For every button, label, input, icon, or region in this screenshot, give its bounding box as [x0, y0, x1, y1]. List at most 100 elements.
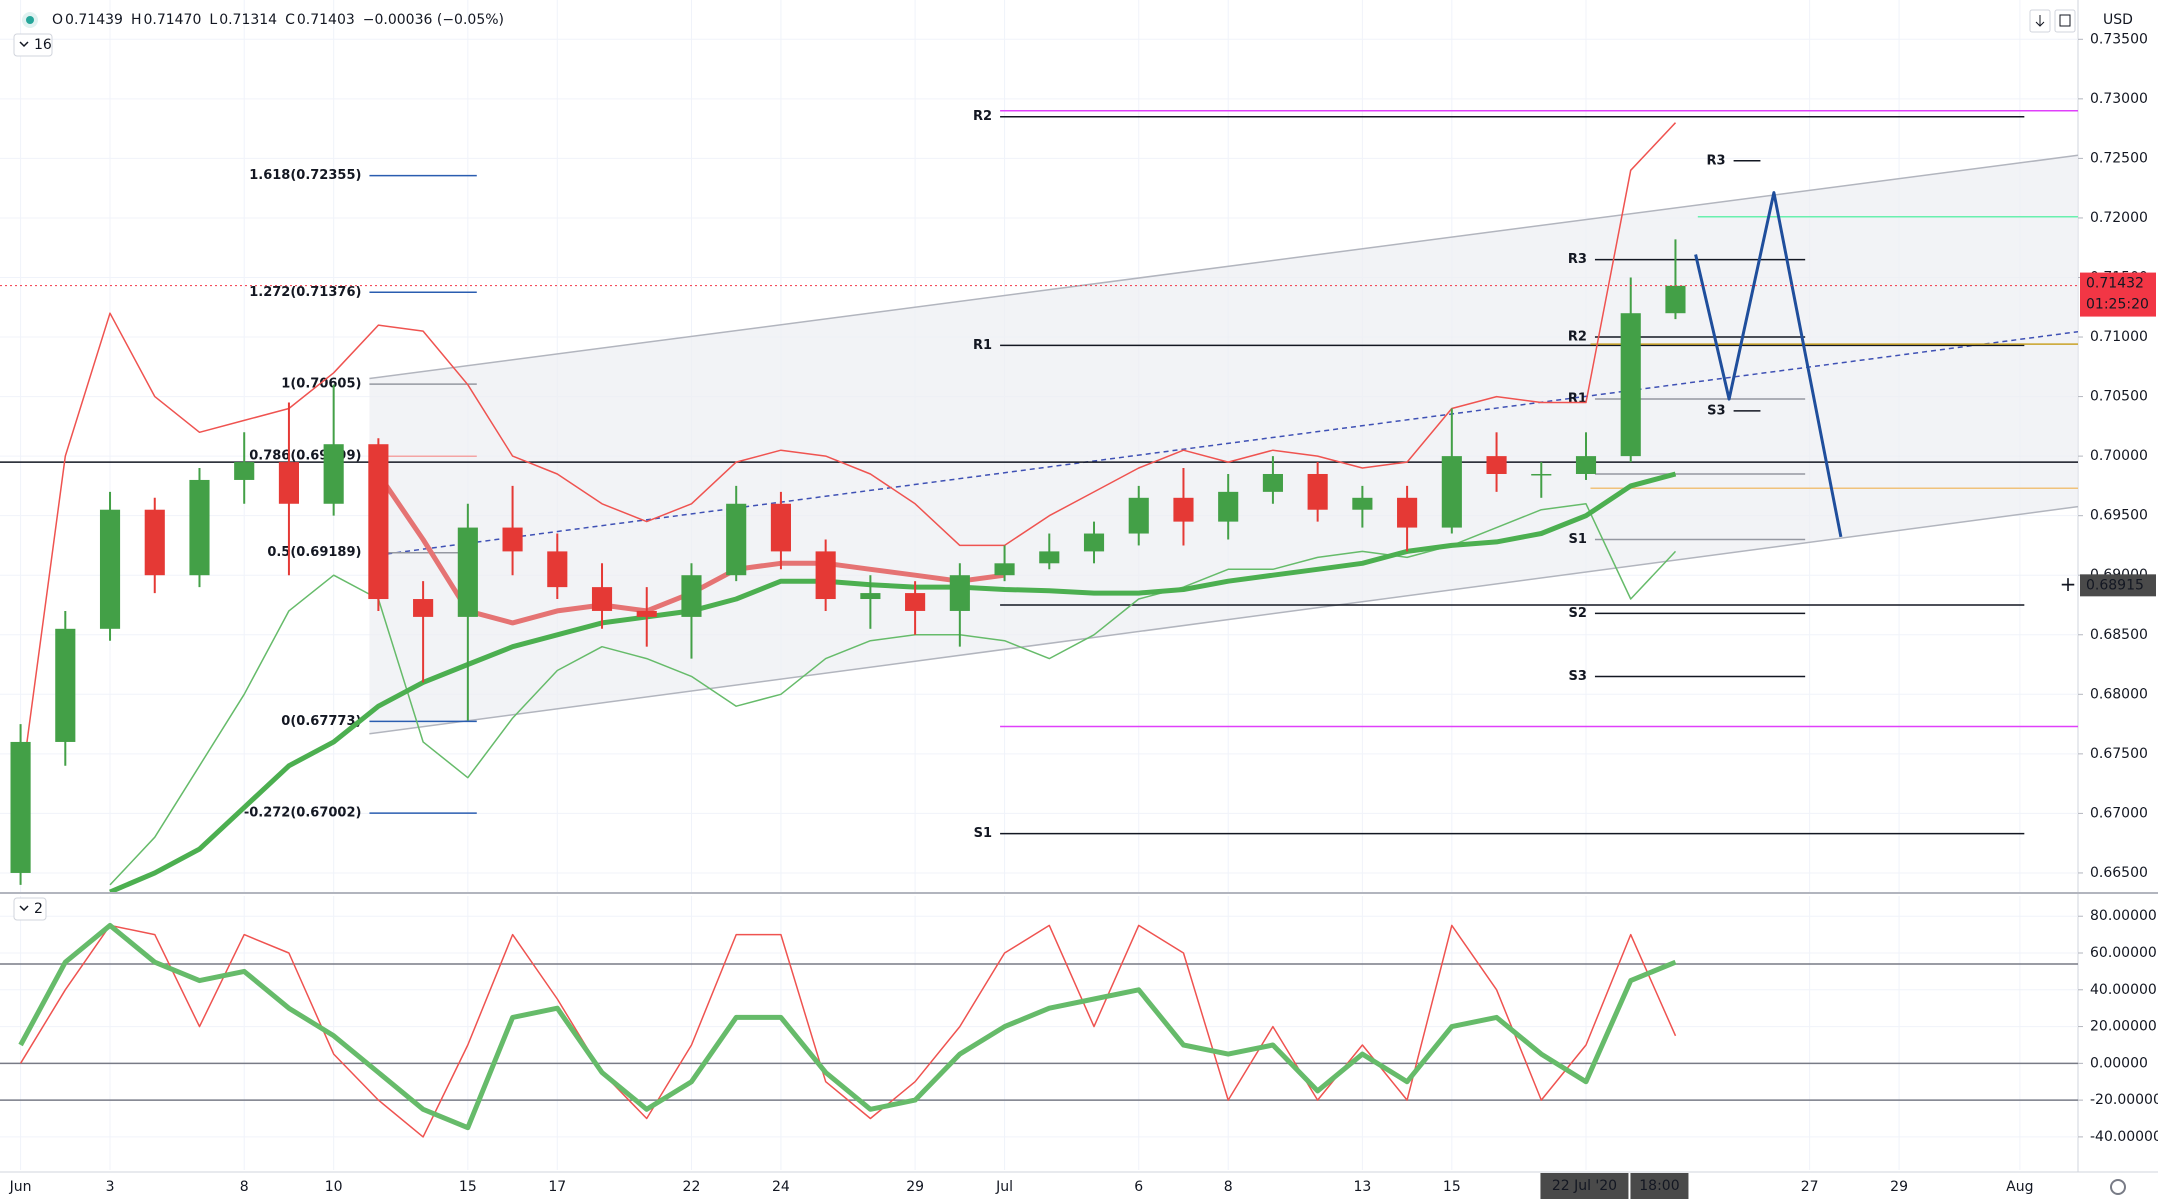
x-tick-label: 10: [325, 1179, 343, 1195]
time-box: [1540, 1173, 1629, 1199]
candle-body: [1575, 456, 1597, 474]
study-count: 16: [34, 37, 52, 53]
x-tick-label: Aug: [2006, 1179, 2033, 1195]
level-label: S3: [1569, 669, 1587, 684]
level-label: R1: [1568, 391, 1587, 406]
last-price-label: 0.71432: [2086, 276, 2144, 292]
x-tick-label: Jul: [995, 1179, 1013, 1195]
pane-toggle[interactable]: [13, 897, 47, 921]
candle-body: [10, 741, 31, 873]
candle-body: [1665, 285, 1686, 314]
level-label: -0.272(0.67002): [244, 806, 362, 821]
indicator-line: [109, 471, 1677, 892]
candle-body: [1486, 456, 1507, 474]
candle-body: [860, 593, 881, 600]
x-tick-label: 24: [772, 1179, 790, 1195]
y-tick-label: 0.73000: [2090, 91, 2148, 107]
chevron: [19, 905, 29, 912]
time-label: 18:00: [1639, 1178, 1679, 1194]
price-pane: R2 R1 S1 R3 R2 R1 S1 S2 S3 R3 S3 1.618(0.72355) 1.27…: [0, 109, 2078, 892]
y-tick-label: 0.69500: [2090, 508, 2148, 524]
candle-body: [1352, 497, 1373, 510]
x-tick-label: Jun: [9, 1179, 32, 1195]
x-tick-label: 29: [906, 1179, 924, 1195]
y-tick-label: 0.70000: [2090, 448, 2148, 464]
candle-body: [1218, 491, 1239, 522]
x-tick-label: 17: [548, 1179, 566, 1195]
candle-body: [1039, 551, 1060, 564]
channel-fill: [369, 155, 2078, 734]
y-tick-label: 0.72000: [2090, 210, 2148, 226]
y-tick-label: 80.00000: [2090, 908, 2157, 924]
pane-count: 2: [34, 901, 43, 917]
x-tick-label: 15: [1443, 1179, 1461, 1195]
ohlc-text: C: [285, 12, 295, 28]
candle-body: [278, 462, 299, 504]
countdown: 01:25:20: [2086, 297, 2149, 313]
symbol-dot: [26, 16, 34, 24]
study-toggle[interactable]: [13, 33, 53, 57]
y-tick-label: 40.00000: [2090, 982, 2157, 998]
x-tick-label: 3: [106, 1179, 115, 1195]
ohlc-text: −0.00036 (−0.05%): [363, 12, 504, 28]
level-label: 0.5(0.69189): [267, 545, 361, 560]
axes: Jun38101517222429Jul681315202729Aug0.665…: [9, 31, 2158, 1199]
candle-body: [815, 551, 836, 600]
candle-body: [1128, 497, 1149, 534]
crosshair-plus: +: [2060, 572, 2077, 596]
y-tick-label: 0.67000: [2090, 805, 2148, 821]
level-label: R2: [1568, 330, 1587, 345]
level-label: R2: [973, 109, 992, 124]
level-label: S1: [974, 826, 992, 841]
chevron: [19, 41, 29, 48]
level-label: 0(0.67773): [281, 714, 361, 729]
channel-upper: [369, 154, 2078, 380]
candle-body: [547, 551, 568, 588]
candle-body: [502, 527, 523, 552]
y-tick-label: 20.00000: [2090, 1019, 2157, 1035]
oscillator-pane: [0, 922, 2078, 1138]
candle-body: [1262, 473, 1283, 492]
candle-body: [591, 587, 613, 611]
last-price-box: [2080, 272, 2156, 317]
x-tick-label: 8: [240, 1179, 249, 1195]
y-tick-label: 0.66500: [2090, 865, 2148, 881]
ohlc-text: O: [52, 12, 63, 28]
candle-body: [368, 444, 389, 600]
candle-body: [770, 503, 791, 552]
candle-body: [1620, 313, 1641, 457]
y-tick-label: -40.00000: [2090, 1129, 2158, 1145]
y-tick-label: -20.00000: [2090, 1092, 2158, 1108]
candle-body: [99, 509, 121, 629]
level-label: 1.272(0.71376): [249, 285, 361, 300]
y-tick-label: 0.71000: [2090, 329, 2148, 345]
candle-body: [144, 509, 165, 576]
level-label: 0.786(0.69999): [249, 449, 361, 464]
ohlc-text: 0.71314: [219, 12, 277, 28]
level-label: S2: [1569, 606, 1587, 621]
ohlc-text: 0.71403: [297, 12, 355, 28]
level-label: S3: [1707, 403, 1725, 418]
crosshair-box: [2080, 574, 2156, 597]
candle-body: [636, 610, 657, 617]
x-tick-label: 6: [1134, 1179, 1143, 1195]
crosshair-label: 0.68915: [2086, 577, 2144, 593]
y-tick-label: 0.68000: [2090, 686, 2148, 702]
candle-body: [413, 599, 434, 617]
candle-body: [1307, 473, 1328, 510]
x-tick-label: 15: [459, 1179, 477, 1195]
channel-lower: [369, 505, 2078, 735]
oscillator-line: [18, 922, 1677, 1131]
x-tick-label: 8: [1224, 1179, 1233, 1195]
candle-body: [949, 575, 970, 611]
level-label: R3: [1568, 252, 1587, 267]
header: 16 2 USD O 0.71439 H 0.71470 L 0.71314 C 0.7140…: [13, 9, 2133, 1195]
y-tick-label: 0.67500: [2090, 746, 2148, 762]
maximize-button[interactable]: [2054, 9, 2076, 33]
candle-body: [234, 462, 255, 480]
settings-icon[interactable]: [2110, 1179, 2126, 1195]
y-tick-label: 0.73500: [2090, 31, 2148, 47]
time-label: 22 Jul '20: [1552, 1178, 1617, 1194]
time-box: [1630, 1173, 1689, 1199]
y-tick-label: 0.68500: [2090, 627, 2148, 643]
